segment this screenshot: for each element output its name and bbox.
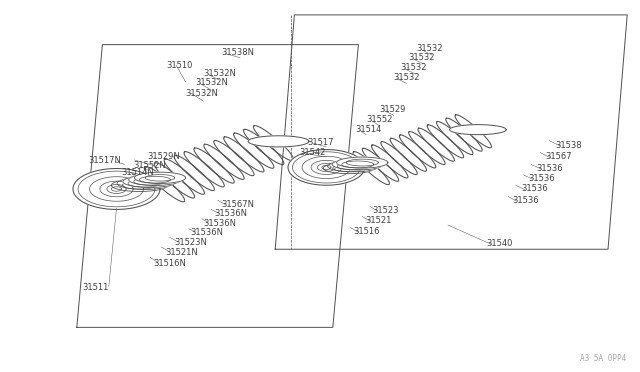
Text: 31510: 31510 <box>166 61 193 70</box>
Text: 31514N: 31514N <box>122 169 154 177</box>
Text: 31532N: 31532N <box>204 69 236 78</box>
Text: 31567: 31567 <box>545 153 572 161</box>
Text: 31536N: 31536N <box>191 228 224 237</box>
Text: 31567N: 31567N <box>221 200 254 209</box>
Polygon shape <box>117 177 172 189</box>
Polygon shape <box>337 157 388 168</box>
Text: 31529: 31529 <box>379 105 405 114</box>
Polygon shape <box>248 136 309 147</box>
Text: 31532: 31532 <box>401 63 427 72</box>
Polygon shape <box>111 179 168 192</box>
Text: 31523: 31523 <box>372 206 399 215</box>
Text: 31532: 31532 <box>393 73 419 82</box>
Polygon shape <box>73 169 160 209</box>
Text: 31536N: 31536N <box>204 219 237 228</box>
Polygon shape <box>332 159 383 170</box>
Text: 31536: 31536 <box>529 174 556 183</box>
Text: 31552: 31552 <box>366 115 392 124</box>
Text: 31536N: 31536N <box>214 209 248 218</box>
Text: 31521N: 31521N <box>165 248 198 257</box>
Text: 31538N: 31538N <box>221 48 254 57</box>
Text: 31536: 31536 <box>521 185 548 193</box>
Text: 31516N: 31516N <box>154 259 186 267</box>
Text: A3 5A 0PP4: A3 5A 0PP4 <box>580 354 626 363</box>
Text: 31532N: 31532N <box>186 89 218 97</box>
Text: 31517: 31517 <box>307 138 333 147</box>
Text: 31516: 31516 <box>353 227 380 236</box>
Text: 31552N: 31552N <box>133 161 166 170</box>
Text: 31532: 31532 <box>416 44 442 53</box>
Text: 31538: 31538 <box>556 141 582 150</box>
Polygon shape <box>123 176 177 187</box>
Text: 31511: 31511 <box>82 283 108 292</box>
Polygon shape <box>323 163 374 174</box>
Text: 31532: 31532 <box>408 53 435 62</box>
Text: 31536: 31536 <box>536 164 563 173</box>
Text: 31540: 31540 <box>486 239 513 248</box>
Text: 31517N: 31517N <box>88 156 121 165</box>
Text: 31532N: 31532N <box>195 78 228 87</box>
Text: 31523N: 31523N <box>174 238 207 247</box>
Polygon shape <box>328 161 379 172</box>
Polygon shape <box>450 125 506 135</box>
Text: 31542: 31542 <box>300 148 326 157</box>
Polygon shape <box>288 150 365 185</box>
Polygon shape <box>129 174 181 186</box>
Polygon shape <box>134 172 186 183</box>
Text: 31529N: 31529N <box>147 152 180 161</box>
Text: 31514: 31514 <box>355 125 381 134</box>
Text: 31536: 31536 <box>512 196 539 205</box>
Text: 31521: 31521 <box>365 216 391 225</box>
